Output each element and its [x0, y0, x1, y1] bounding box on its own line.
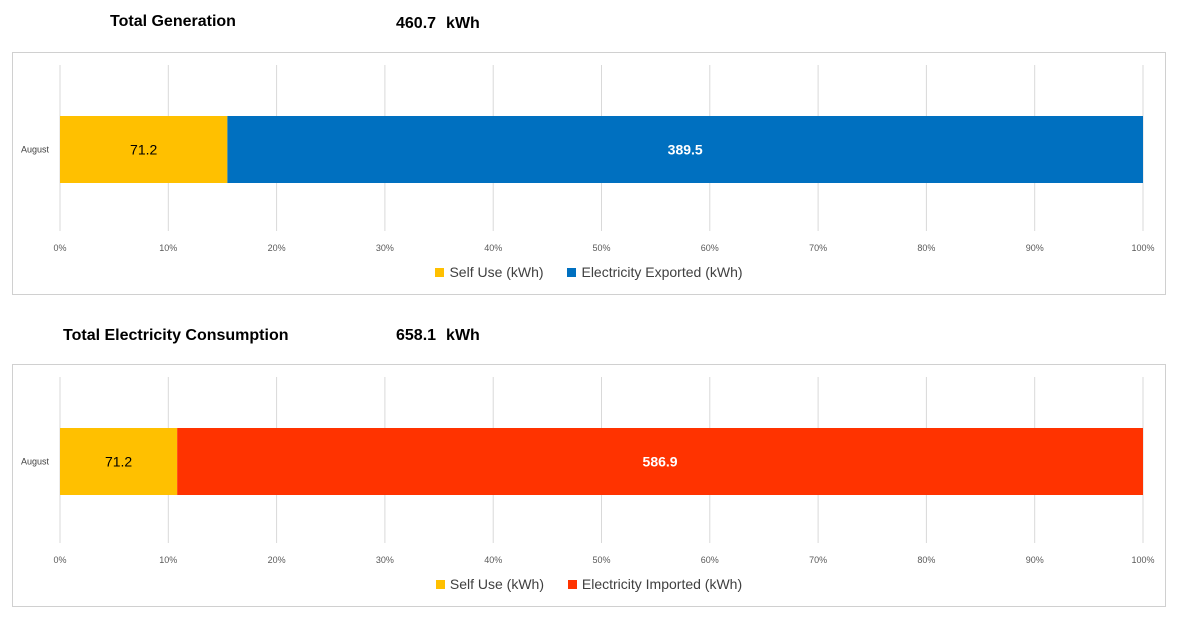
data-label-electricity-exported: 389.5: [668, 142, 703, 158]
consumption-total-unit: kWh: [446, 327, 480, 344]
legend-label-imported: Electricity Imported (kWh): [581, 576, 743, 592]
data-label-self-use: 71.2: [105, 454, 132, 470]
data-label-self-use: 71.2: [130, 142, 157, 158]
x-tick-label: 20%: [268, 555, 286, 565]
consumption-chart: 0% 10% 20% 30% 40% 50% 60% 70% 80% 90% 100% August 7…: [12, 364, 1166, 607]
x-tick-label: 100%: [1131, 243, 1154, 253]
bar-segment-electricity-imported: [177, 428, 1143, 495]
bar-segment-self-use: [60, 428, 178, 495]
consumption-total: 658.1 kWh: [396, 327, 480, 345]
category-label: August: [21, 145, 50, 155]
generation-chart: 0% 10% 20% 30% 40% 50% 60% 70% 80% 90% 100% August 7…: [12, 52, 1166, 295]
x-tick-label: 90%: [1026, 243, 1044, 253]
consumption-total-value: 658.1: [396, 327, 437, 344]
consumption-chart-legend: Self Use (kWh) Electricity Imported (kWh…: [13, 576, 1165, 592]
generation-total-value: 460.7: [396, 15, 437, 32]
legend-swatch-imported: [567, 580, 577, 589]
x-tick-label: 100%: [1131, 555, 1154, 565]
category-label: August: [21, 457, 50, 467]
x-tick-label: 0%: [53, 243, 66, 253]
legend-swatch-exported: [567, 268, 577, 277]
x-tick-label: 30%: [376, 243, 394, 253]
consumption-title: Total Electricity Consumption: [63, 327, 289, 344]
legend-swatch-self-use: [435, 580, 445, 589]
x-tick-label: 40%: [484, 243, 502, 253]
data-label-electricity-imported: 586.9: [643, 454, 678, 470]
generation-title: Total Generation: [110, 13, 236, 30]
legend-item-self-use: Self Use (kWh): [435, 576, 544, 592]
x-tick-label: 60%: [701, 243, 719, 253]
consumption-chart-plot: 0% 10% 20% 30% 40% 50% 60% 70% 80% 90% 100% August 7…: [21, 377, 1155, 565]
x-tick-label: 90%: [1026, 555, 1044, 565]
x-tick-label: 50%: [592, 555, 610, 565]
generation-total-unit: kWh: [446, 15, 480, 32]
x-tick-label: 0%: [53, 555, 66, 565]
generation-total: 460.7 kWh: [396, 15, 480, 33]
x-tick-label: 30%: [376, 555, 394, 565]
x-tick-label: 10%: [159, 555, 177, 565]
x-tick-label: 80%: [917, 555, 935, 565]
legend-label-self-use: Self Use (kWh): [449, 264, 544, 280]
legend-item-imported: Electricity Imported (kWh): [567, 576, 743, 592]
legend-label-self-use: Self Use (kWh): [449, 576, 544, 592]
legend-item-self-use: Self Use (kWh): [435, 264, 544, 280]
x-tick-label: 70%: [809, 555, 827, 565]
legend-item-exported: Electricity Exported (kWh): [567, 264, 743, 280]
x-tick-label: 70%: [809, 243, 827, 253]
x-tick-label: 50%: [592, 243, 610, 253]
x-tick-label: 20%: [268, 243, 286, 253]
legend-swatch-self-use: [435, 268, 445, 277]
x-tick-label: 10%: [159, 243, 177, 253]
x-tick-label: 80%: [917, 243, 935, 253]
bar-segment-self-use: [60, 116, 228, 183]
generation-chart-legend: Self Use (kWh) Electricity Exported (kWh…: [13, 264, 1165, 280]
legend-label-exported: Electricity Exported (kWh): [581, 264, 743, 280]
x-tick-label: 60%: [701, 555, 719, 565]
generation-chart-plot: 0% 10% 20% 30% 40% 50% 60% 70% 80% 90% 100% August 7…: [21, 65, 1155, 253]
x-tick-label: 40%: [484, 555, 502, 565]
bar-segment-electricity-exported: [227, 116, 1143, 183]
